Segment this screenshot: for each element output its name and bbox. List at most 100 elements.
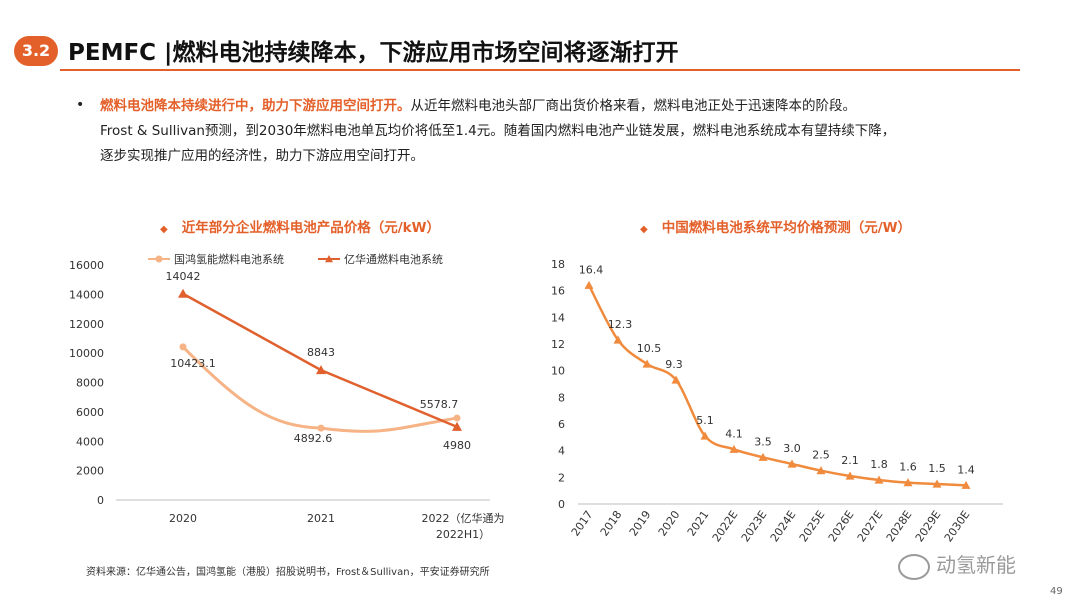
watermark: 动氢新能 [898, 549, 1016, 580]
chart2-series-line [587, 284, 967, 487]
chart2-point [729, 444, 739, 453]
bullet-line2: Frost & Sullivan预测，到2030年燃料电池单瓦均价将低至1.4元… [100, 123, 896, 139]
diamond-icon: ◆ [160, 224, 168, 235]
chart1-data-label: 10423.1 [170, 357, 216, 370]
chart1-data-label: 8843 [307, 346, 335, 359]
chart1-legend-marker [155, 255, 163, 263]
chart2-x-tick-label: 2023E [739, 508, 770, 544]
chart2-point [932, 479, 942, 488]
page-title: PEMFC |燃料电池持续降本，下游应用市场空间将逐渐打开 [68, 40, 679, 66]
source-note: 资料来源：亿华通公告，国鸿氢能（港股）招股说明书，Frost＆Sullivan，… [86, 567, 490, 578]
chart1-point-guohong [179, 343, 187, 351]
chart2-data-label: 5.1 [696, 414, 714, 427]
chart1-point-guohong [317, 424, 325, 432]
chart2-y-tick-label: 10 [551, 365, 565, 378]
chart2-point [787, 459, 797, 468]
chart2-x-tick-label: 2028E [884, 508, 915, 544]
chart1-legend-marker [325, 255, 333, 263]
chart2-x-tick-label: 2018 [598, 508, 625, 538]
chart2-point [903, 478, 913, 487]
chart2-y-tick-label: 14 [551, 311, 565, 324]
chart2-y-tick-label: 0 [558, 498, 565, 511]
chart2-point [816, 466, 826, 475]
chart1-y-tick-label: 6000 [76, 406, 104, 419]
bullet-paragraph: 燃料电池降本持续进行中，助力下游应用空间打开。从近年燃料电池头部厂商出货价格来看… [100, 94, 1030, 169]
page-number: 49 [1050, 586, 1063, 597]
chart2-y-tick-label: 16 [551, 285, 565, 298]
chart2-x-tick-label: 2020 [656, 508, 683, 538]
watermark-text: 动氢新能 [936, 553, 1016, 577]
chart1-point-yihuatong [178, 288, 188, 298]
chart2-data-label: 4.1 [725, 427, 743, 440]
bullet-icon: • [76, 97, 85, 113]
chart2-data-label: 12.3 [608, 318, 633, 331]
chart2-point [700, 431, 710, 440]
bullet-line3: 逐步实现推广应用的经济性，助力下游应用空间打开。 [100, 148, 424, 164]
chart1-y-tick-label: 4000 [76, 435, 104, 448]
chart1-legend-label: 国鸿氢能燃料电池系统 [174, 252, 284, 266]
chart2-x-tick-label: 2030E [942, 508, 973, 544]
chart1-data-label: 14042 [166, 270, 201, 283]
chart2-y-tick-label: 6 [558, 418, 565, 431]
chart1-title-wrap: ◆ 近年部分企业燃料电池产品价格（元/kW） [160, 216, 440, 236]
chart1-y-tick-label: 2000 [76, 465, 104, 478]
chart1-x-tick-label: 2021 [307, 512, 335, 525]
chart2-point [961, 480, 971, 489]
chart1-x-tick-label: 2022（亿华通为 [422, 511, 505, 525]
chart1-y-tick-label: 14000 [69, 288, 104, 301]
chart2-data-label: 1.4 [957, 463, 975, 476]
chart1-series-guohong-line [181, 345, 458, 433]
chart1-point-yihuatong [316, 365, 326, 375]
chart1-y-tick-label: 12000 [69, 318, 104, 331]
chart2-data-label: 3.5 [754, 435, 772, 448]
chart2-y-tick-label: 18 [551, 258, 565, 271]
chart2-data-label: 3.0 [783, 442, 801, 455]
chart2-point [642, 359, 652, 368]
chart2-point [874, 475, 884, 484]
chart2-x-tick-label: 2022E [710, 508, 741, 544]
chart1-y-tick-label: 16000 [69, 259, 104, 272]
chart2-x-tick-label: 2026E [826, 508, 857, 544]
chart1-series-yihuatong-line [182, 292, 458, 429]
chart2-x-tick-label: 2019 [627, 508, 654, 538]
chart2-y-tick-label: 8 [558, 391, 565, 404]
chart2-data-label: 2.1 [841, 454, 859, 467]
chart1-legend-label: 亿华通燃料电池系统 [344, 252, 443, 266]
chart2-x-tick-label: 2029E [913, 508, 944, 544]
chart2-y-tick-label: 2 [558, 471, 565, 484]
chart2-x-tick-label: 2017 [569, 508, 596, 538]
chart2-x-tick-label: 2027E [855, 508, 886, 544]
chart2-x-tick-label: 2021 [685, 508, 712, 538]
chart1-x-tick-label: 2020 [169, 512, 197, 525]
chart1-point-guohong [453, 414, 461, 422]
chart1-title: 近年部分企业燃料电池产品价格（元/kW） [181, 220, 441, 236]
chart1-point-yihuatong [452, 421, 462, 431]
chart2-title-wrap: ◆ 中国燃料电池系统平均价格预测（元/W） [640, 216, 911, 236]
chart1-x-tick-label: 2022H1） [436, 528, 490, 541]
chart2-y-tick-label: 12 [551, 338, 565, 351]
chart2-data-label: 1.6 [899, 461, 917, 474]
chart2-data-label: 1.8 [870, 458, 888, 471]
chart2-title: 中国燃料电池系统平均价格预测（元/W） [661, 220, 912, 236]
title-rule [60, 69, 1020, 71]
chart2-x-tick-label: 2024E [768, 508, 799, 544]
chart1-data-label: 5578.7 [420, 398, 459, 411]
chart2-data-label: 16.4 [579, 263, 604, 276]
chart2-point [758, 452, 768, 461]
chart2-data-label: 2.5 [812, 449, 830, 462]
chart2-point [845, 471, 855, 480]
chart2-data-label: 9.3 [665, 358, 683, 371]
chart2-data-label: 10.5 [637, 342, 662, 355]
chart1-y-tick-label: 8000 [76, 377, 104, 390]
chart2-point [671, 375, 681, 384]
diamond-icon: ◆ [640, 224, 648, 235]
chart2-y-tick-label: 4 [558, 445, 565, 458]
chart2-point [584, 280, 594, 289]
section-badge: 3.2 [14, 36, 58, 66]
chart1-y-tick-label: 0 [97, 494, 104, 507]
chart1-y-tick-label: 10000 [69, 347, 104, 360]
bullet-highlight: 燃料电池降本持续进行中，助力下游应用空间打开。 [100, 98, 411, 114]
chart2-point [613, 335, 623, 344]
chart1-data-label: 4980 [443, 439, 471, 452]
